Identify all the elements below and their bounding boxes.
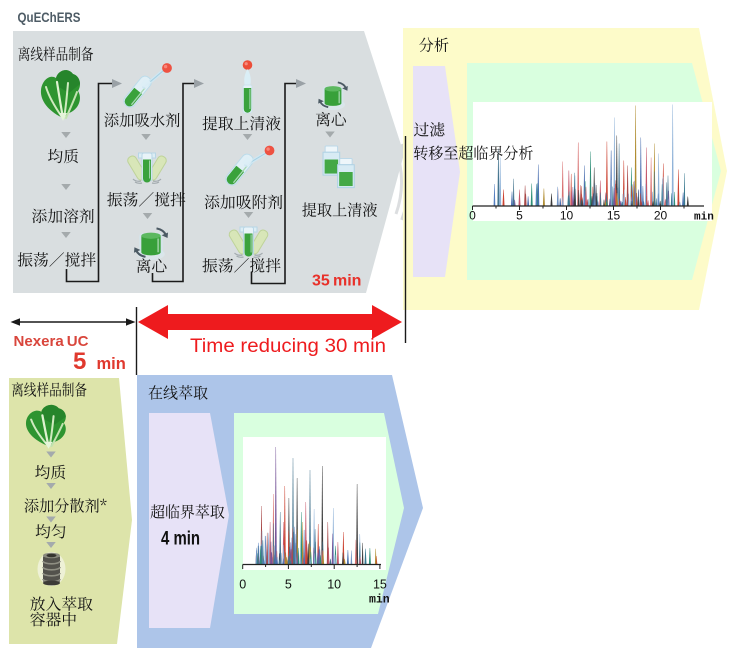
svg-text:4 min: 4 min	[161, 529, 200, 550]
svg-text:15: 15	[373, 578, 387, 592]
svg-text:Time reducing 30 min: Time reducing 30 min	[190, 336, 386, 357]
svg-text:0: 0	[469, 209, 476, 223]
svg-text:20: 20	[654, 209, 668, 223]
svg-text:min: min	[97, 355, 126, 373]
svg-text:10: 10	[327, 578, 341, 592]
svg-text:5: 5	[285, 578, 292, 592]
svg-text:5: 5	[516, 209, 523, 223]
svg-text:0: 0	[239, 578, 246, 592]
svg-text:10: 10	[560, 209, 574, 223]
svg-text:35 min: 35 min	[312, 273, 361, 290]
svg-text:min: min	[369, 594, 390, 607]
svg-text:15: 15	[607, 209, 621, 223]
svg-text:QuEChERS: QuEChERS	[18, 9, 81, 25]
svg-text:min: min	[694, 212, 714, 224]
svg-text:5: 5	[73, 348, 86, 375]
svg-text:Nexera UC: Nexera UC	[14, 333, 89, 350]
